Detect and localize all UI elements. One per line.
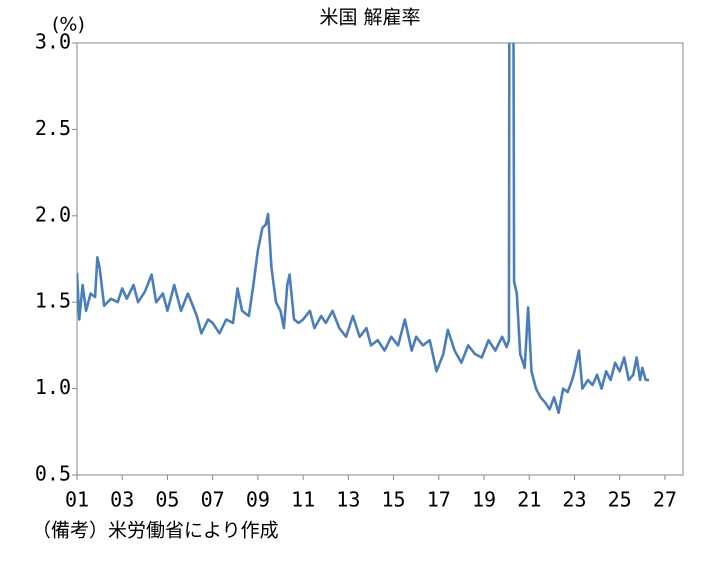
x-tick-label: 25	[608, 488, 632, 512]
y-tick-label: 0.5	[35, 462, 71, 486]
y-tick-label: 3.0	[35, 30, 71, 54]
y-axis-label: (%)	[52, 14, 85, 36]
x-tick-label: 13	[336, 488, 360, 512]
x-tick-label: 07	[201, 488, 225, 512]
x-tick-label: 11	[291, 488, 315, 512]
x-tick-label: 23	[562, 488, 586, 512]
plot-frame	[76, 42, 684, 476]
x-tick-label: 09	[246, 488, 270, 512]
x-tick-label: 15	[382, 488, 406, 512]
y-tick-label: 2.0	[35, 202, 71, 226]
x-tick-label: 21	[517, 488, 541, 512]
x-tick-label: 01	[65, 488, 89, 512]
x-tick-label: 03	[110, 488, 134, 512]
x-tick-label: 05	[155, 488, 179, 512]
x-tick-label: 19	[472, 488, 496, 512]
y-tick-label: 1.5	[35, 289, 71, 313]
y-tick-label: 2.5	[35, 116, 71, 140]
data-line	[77, 43, 650, 415]
x-tick-label: 27	[653, 488, 677, 512]
y-tick-label: 1.0	[35, 375, 71, 399]
note: （備考）米労働省により作成	[32, 520, 279, 542]
chart-title: 米国 解雇率	[319, 7, 420, 29]
x-tick-label: 17	[427, 488, 451, 512]
